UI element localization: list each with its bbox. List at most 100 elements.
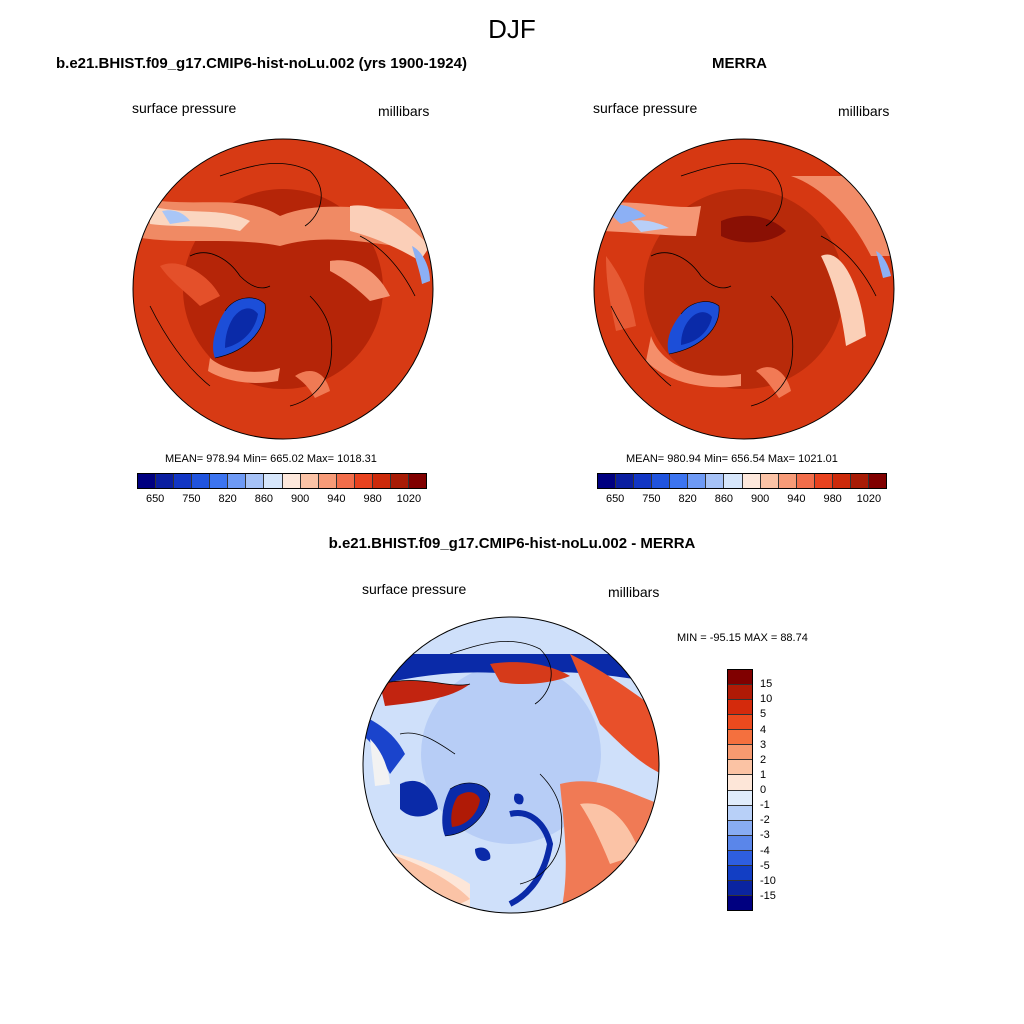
colorbar-swatch <box>192 474 211 488</box>
colorbar-swatch <box>728 670 752 686</box>
colorbar-tick-label: 860 <box>714 493 734 505</box>
panel1-polar-map <box>132 138 434 440</box>
colorbar-swatch <box>728 700 752 716</box>
colorbar-swatch <box>778 474 797 488</box>
colorbar-swatch <box>728 715 752 731</box>
colorbar-tick-label: 650 <box>145 493 165 505</box>
colorbar-swatch <box>634 474 653 488</box>
panel2-stats: MEAN= 980.94 Min= 656.54 Max= 1021.01 <box>626 453 838 465</box>
colorbar-tick-label: -15 <box>760 889 776 902</box>
colorbar-swatch <box>138 474 157 488</box>
colorbar-swatch <box>246 474 265 488</box>
colorbar-swatch <box>210 474 229 488</box>
colorbar-swatch <box>742 474 761 488</box>
panel2-variable-label: surface pressure <box>593 100 698 116</box>
colorbar-swatch <box>760 474 779 488</box>
colorbar-swatch <box>156 474 175 488</box>
colorbar-swatch <box>336 474 355 488</box>
colorbar-tick-label: 820 <box>678 493 697 505</box>
colorbar-tick-label: 15 <box>760 678 773 691</box>
colorbar-swatch <box>174 474 193 488</box>
colorbar-tick-label: -5 <box>760 859 770 872</box>
panel2-header: MERRA <box>712 55 767 72</box>
colorbar-swatch <box>832 474 851 488</box>
colorbar-tick-label: -3 <box>760 829 770 842</box>
panel3-variable-label: surface pressure <box>362 581 467 597</box>
colorbar-tick-label: 1020 <box>856 493 882 505</box>
colorbar-swatch <box>408 474 426 488</box>
colorbar-swatch <box>728 865 752 881</box>
colorbar-tick-label: 980 <box>363 493 382 505</box>
colorbar-tick-label: 3 <box>760 738 767 751</box>
colorbar-swatch <box>706 474 725 488</box>
colorbar-swatch <box>300 474 319 488</box>
colorbar-swatch <box>728 775 752 791</box>
colorbar-tick-label: 980 <box>823 493 842 505</box>
colorbar-swatch <box>728 835 752 851</box>
colorbar-swatch <box>372 474 391 488</box>
colorbar-tick-label: 860 <box>254 493 274 505</box>
colorbar-swatch <box>728 760 752 776</box>
colorbar-swatch <box>318 474 337 488</box>
colorbar-tick-label: 900 <box>290 493 310 505</box>
colorbar-tick-label: 650 <box>605 493 625 505</box>
colorbar-swatch <box>688 474 707 488</box>
colorbar-swatch <box>728 805 752 821</box>
colorbar-swatch <box>724 474 743 488</box>
panel1-header: b.e21.BHIST.f09_g17.CMIP6-hist-noLu.002 … <box>56 55 467 72</box>
panel3-units-label: millibars <box>608 584 660 600</box>
panel1-colorbar <box>137 473 427 489</box>
colorbar-swatch <box>616 474 635 488</box>
colorbar-tick-label: 10 <box>760 693 773 706</box>
colorbar-tick-label: 5 <box>760 708 767 721</box>
colorbar-swatch <box>728 745 752 761</box>
panel3-difference-map <box>362 616 660 914</box>
colorbar-tick-label: -4 <box>760 844 770 857</box>
colorbar-swatch <box>868 474 886 488</box>
panel1-units-label: millibars <box>378 103 430 119</box>
panel1-colorbar-ticks: 650 750 820 860 900 940 980 1020 <box>137 493 427 507</box>
colorbar-swatch <box>796 474 815 488</box>
panel3-stats: MIN = -95.15 MAX = 88.74 <box>677 632 808 644</box>
colorbar-swatch <box>728 685 752 701</box>
colorbar-tick-label: 0 <box>760 784 767 796</box>
main-title: DJF <box>488 14 536 44</box>
colorbar-tick-label: 900 <box>750 493 770 505</box>
colorbar-tick-label: -10 <box>760 874 776 887</box>
colorbar-tick-label: 2 <box>760 753 767 766</box>
colorbar-swatch <box>728 880 752 896</box>
colorbar-swatch <box>728 730 752 746</box>
panel2-colorbar <box>597 473 887 489</box>
colorbar-swatch <box>670 474 689 488</box>
colorbar-tick-label: 940 <box>327 493 346 505</box>
panel3-colorbar <box>727 669 753 911</box>
panel3-header: b.e21.BHIST.f09_g17.CMIP6-hist-noLu.002 … <box>328 535 696 552</box>
colorbar-swatch <box>728 850 752 866</box>
colorbar-swatch <box>228 474 247 488</box>
colorbar-swatch <box>354 474 373 488</box>
colorbar-tick-label: 820 <box>218 493 237 505</box>
colorbar-tick-label: 1 <box>760 768 767 781</box>
colorbar-swatch <box>728 790 752 806</box>
panel2-polar-map <box>593 138 895 440</box>
colorbar-swatch <box>850 474 869 488</box>
colorbar-swatch <box>264 474 283 488</box>
colorbar-tick-label: 4 <box>760 723 767 736</box>
colorbar-tick-label: 750 <box>642 493 661 505</box>
colorbar-tick-label: -2 <box>760 814 770 827</box>
colorbar-swatch <box>814 474 833 488</box>
panel1-variable-label: surface pressure <box>132 100 237 116</box>
colorbar-tick-label: -1 <box>760 799 770 812</box>
colorbar-tick-label: 750 <box>182 493 201 505</box>
panel2-colorbar-ticks: 650 750 820 860 900 940 980 1020 <box>597 493 887 507</box>
colorbar-tick-label: 1020 <box>396 493 422 505</box>
colorbar-swatch <box>282 474 301 488</box>
colorbar-tick-label: 940 <box>787 493 806 505</box>
colorbar-swatch <box>652 474 671 488</box>
colorbar-swatch <box>390 474 409 488</box>
panel2-units-label: millibars <box>838 103 890 119</box>
colorbar-swatch <box>728 820 752 836</box>
colorbar-swatch <box>728 895 752 910</box>
panel1-stats: MEAN= 978.94 Min= 665.02 Max= 1018.31 <box>165 453 377 465</box>
colorbar-swatch <box>598 474 617 488</box>
